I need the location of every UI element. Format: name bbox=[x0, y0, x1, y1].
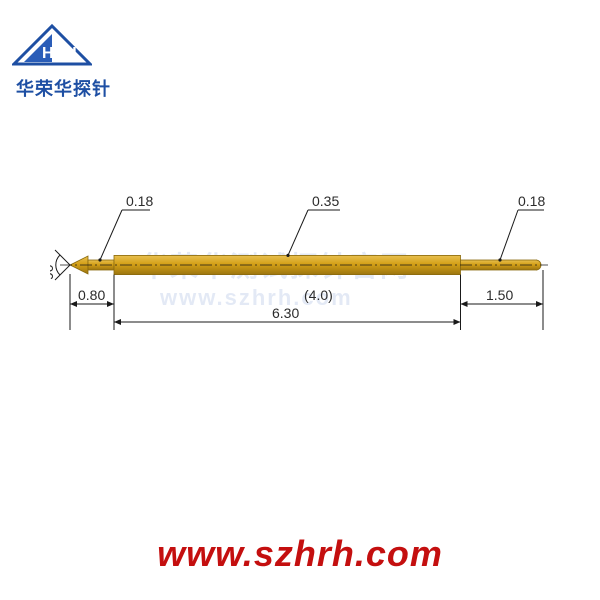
dim-len-tip-right: 1.50 bbox=[461, 287, 544, 304]
dim-dia-right: 0.18 bbox=[498, 193, 545, 262]
angle-label: 90° bbox=[50, 259, 56, 280]
brand-logo: HRH 华荣华探针 bbox=[12, 20, 142, 101]
len-inner-label: (4.0) bbox=[304, 287, 333, 303]
logo-initials: HRH bbox=[42, 45, 77, 62]
dim-dia-left: 0.18 bbox=[98, 193, 153, 262]
len-tip-left-label: 0.80 bbox=[78, 287, 105, 303]
logo-mark: HRH bbox=[12, 20, 92, 68]
website-url: www.szhrh.com bbox=[0, 533, 600, 575]
dia-body-label: 0.35 bbox=[312, 193, 339, 209]
dim-len-body: 6.30 bbox=[114, 305, 461, 322]
dia-right-label: 0.18 bbox=[518, 193, 545, 209]
len-tip-right-label: 1.50 bbox=[486, 287, 513, 303]
probe-pin bbox=[60, 255, 548, 274]
logo-subtitle: 华荣华探针 bbox=[16, 75, 142, 101]
dia-left-label: 0.18 bbox=[126, 193, 153, 209]
len-body-label: 6.30 bbox=[272, 305, 299, 321]
dim-dia-body: 0.35 bbox=[286, 193, 340, 257]
technical-drawing: 90° 0.18 0.35 0.18 0.80 (4.0) 6.30 bbox=[50, 180, 550, 380]
dim-len-tip-left: 0.80 bbox=[70, 287, 114, 304]
